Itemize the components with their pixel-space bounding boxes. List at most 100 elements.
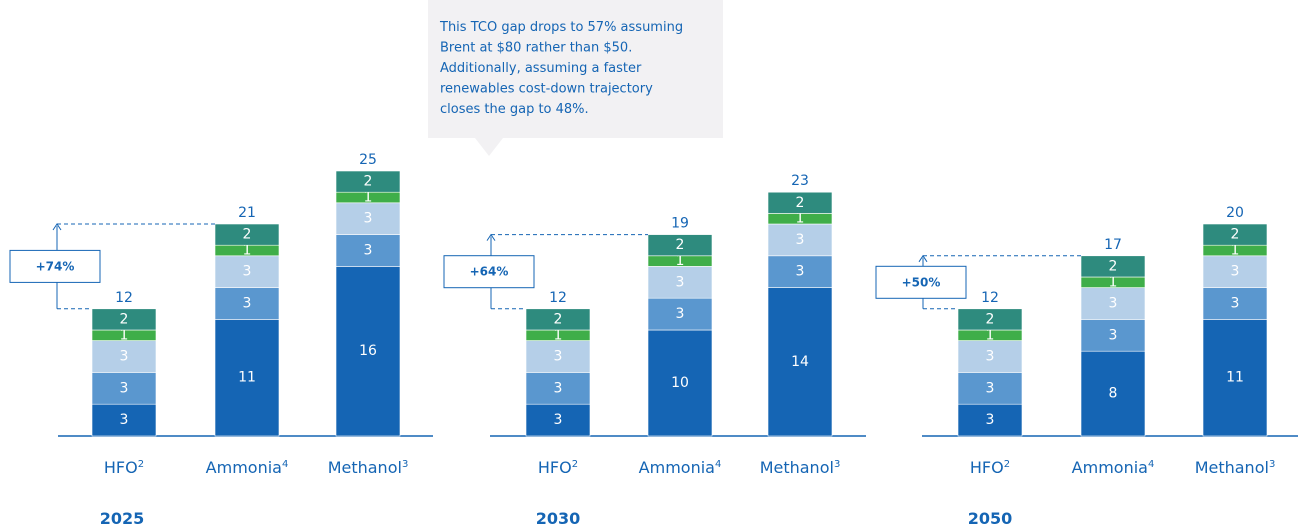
bar-segment <box>957 340 1023 373</box>
gap-label: +50% <box>902 275 941 289</box>
gap-label: +74% <box>36 259 75 273</box>
bar-segment <box>335 170 401 193</box>
segment-value-label: 2 <box>986 311 995 327</box>
panel-2050: 3331212HFO28331217Ammonia411331220Methan… <box>875 205 1298 528</box>
segment-value-label: 1 <box>1109 274 1118 290</box>
bar-hfo: 3 3 3 12 12 <box>91 290 157 437</box>
gap-indicator: +50% <box>875 254 1081 310</box>
annotation-line: closes the gap to 48%. <box>440 102 589 117</box>
bar-segment <box>1202 287 1268 320</box>
bar-segment <box>957 403 1023 437</box>
segment-value-label: 1 <box>986 327 995 343</box>
arrow-up-icon <box>918 254 928 263</box>
bar-segment <box>1080 287 1146 320</box>
annotation-line: This TCO gap drops to 57% assuming <box>439 20 683 35</box>
gap-box <box>875 265 967 299</box>
segment-value-label: 2 <box>676 237 685 253</box>
category-label: HFO2 <box>538 458 578 477</box>
total-value-label: 12 <box>981 290 999 306</box>
annotation-line: Additionally, assuming a faster <box>440 61 642 76</box>
segment-value-label: 1 <box>243 243 252 259</box>
gap-box <box>443 255 535 289</box>
bar-segment <box>1202 319 1268 437</box>
total-value-label: 21 <box>238 205 256 221</box>
annotation-callout: This TCO gap drops to 57% assuming Brent … <box>428 0 723 156</box>
segment-value-label: 3 <box>986 349 995 365</box>
bar-hfo: 3 3 3 12 12 <box>957 290 1023 437</box>
segment-value-label: 3 <box>986 412 995 428</box>
total-value-label: 23 <box>791 173 809 189</box>
gap-indicator: +74% <box>9 223 215 310</box>
gap-box <box>9 249 101 283</box>
segment-value-label: 2 <box>364 174 373 190</box>
segment-value-label: 3 <box>1109 327 1118 343</box>
category-label: HFO2 <box>970 458 1010 477</box>
bar-segment <box>525 340 591 373</box>
segment-value-label: 3 <box>243 296 252 312</box>
bar-segment <box>214 223 280 246</box>
segment-value-label: 1 <box>676 253 685 269</box>
segment-value-label: 10 <box>671 375 689 391</box>
segment-value-label: 3 <box>986 380 995 396</box>
segment-value-label: 14 <box>791 354 809 370</box>
bar-ammonia: 11 3 3 12 21 <box>214 205 280 437</box>
segment-value-label: 3 <box>364 243 373 259</box>
segment-value-label: 8 <box>1109 386 1118 402</box>
bar-segment <box>957 308 1023 331</box>
total-value-label: 12 <box>549 290 567 306</box>
segment-value-label: 3 <box>1231 264 1240 280</box>
bar-segment <box>647 266 713 299</box>
panel-2030: 3331212HFO210331219Ammonia414331223Metha… <box>443 173 866 528</box>
total-value-label: 12 <box>115 290 133 306</box>
segment-value-label: 2 <box>554 311 563 327</box>
bar-methanol: 11 3 3 12 20 <box>1202 205 1268 437</box>
total-value-label: 19 <box>671 216 689 232</box>
total-value-label: 20 <box>1226 205 1244 221</box>
bar-segment <box>214 255 280 288</box>
segment-value-label: 3 <box>1109 296 1118 312</box>
bar-segment <box>214 287 280 320</box>
segment-value-label: 1 <box>120 327 129 343</box>
year-label: 2050 <box>968 509 1013 528</box>
bar-segment <box>1202 223 1268 246</box>
segment-value-label: 3 <box>364 211 373 227</box>
year-label: 2025 <box>100 509 145 528</box>
segment-value-label: 11 <box>238 370 256 386</box>
bar-segment <box>525 403 591 437</box>
bar-segment <box>91 308 157 331</box>
segment-value-label: 3 <box>120 349 129 365</box>
callout-bubble <box>428 0 723 156</box>
bar-segment <box>91 403 157 437</box>
segment-value-label: 3 <box>676 306 685 322</box>
segment-value-label: 1 <box>554 327 563 343</box>
category-label: HFO2 <box>104 458 144 477</box>
segment-value-label: 1 <box>364 190 373 206</box>
arrow-up-icon <box>486 233 496 241</box>
segment-value-label: 2 <box>243 227 252 243</box>
segment-value-label: 3 <box>796 264 805 280</box>
category-label: Methanol3 <box>328 458 409 477</box>
segment-value-label: 3 <box>243 264 252 280</box>
annotation-line: renewables cost-down trajectory <box>440 82 653 97</box>
segment-value-label: 2 <box>120 311 129 327</box>
category-label: Ammonia4 <box>206 458 289 477</box>
segment-value-label: 2 <box>796 195 805 211</box>
gap-label: +64% <box>470 265 509 279</box>
bar-segment <box>335 266 401 437</box>
category-label: Methanol3 <box>760 458 841 477</box>
gap-indicator: +64% <box>443 233 648 310</box>
segment-value-label: 2 <box>1109 258 1118 274</box>
bar-segment <box>767 223 833 257</box>
total-value-label: 17 <box>1104 237 1122 253</box>
bar-segment <box>647 297 713 331</box>
category-label: Ammonia4 <box>1072 458 1155 477</box>
segment-value-label: 3 <box>554 412 563 428</box>
annotation-line: Brent at $80 rather than $50. <box>440 41 632 56</box>
bar-segment <box>1080 319 1146 352</box>
segment-value-label: 3 <box>120 380 129 396</box>
bar-segment <box>335 234 401 267</box>
category-label: Methanol3 <box>1195 458 1276 477</box>
bar-segment <box>525 372 591 405</box>
bar-methanol: 14 3 3 12 23 <box>767 173 833 437</box>
